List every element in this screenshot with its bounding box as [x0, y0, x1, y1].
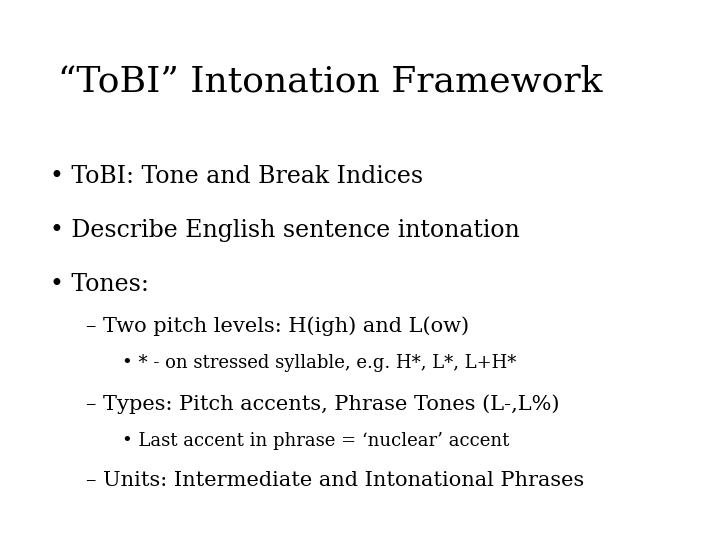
Text: • Tones:: • Tones: — [50, 273, 149, 296]
Text: “ToBI” Intonation Framework: “ToBI” Intonation Framework — [58, 65, 602, 99]
Text: – Two pitch levels: H(igh) and L(ow): – Two pitch levels: H(igh) and L(ow) — [86, 316, 469, 335]
Text: • Last accent in phrase = ‘nuclear’ accent: • Last accent in phrase = ‘nuclear’ acce… — [122, 432, 510, 450]
Text: – Types: Pitch accents, Phrase Tones (L-,L%): – Types: Pitch accents, Phrase Tones (L-… — [86, 394, 560, 414]
Text: – Units: Intermediate and Intonational Phrases: – Units: Intermediate and Intonational P… — [86, 471, 585, 490]
Text: • Describe English sentence intonation: • Describe English sentence intonation — [50, 219, 520, 242]
Text: • * - on stressed syllable, e.g. H*, L*, L+H*: • * - on stressed syllable, e.g. H*, L*,… — [122, 354, 517, 372]
Text: • ToBI: Tone and Break Indices: • ToBI: Tone and Break Indices — [50, 165, 423, 188]
